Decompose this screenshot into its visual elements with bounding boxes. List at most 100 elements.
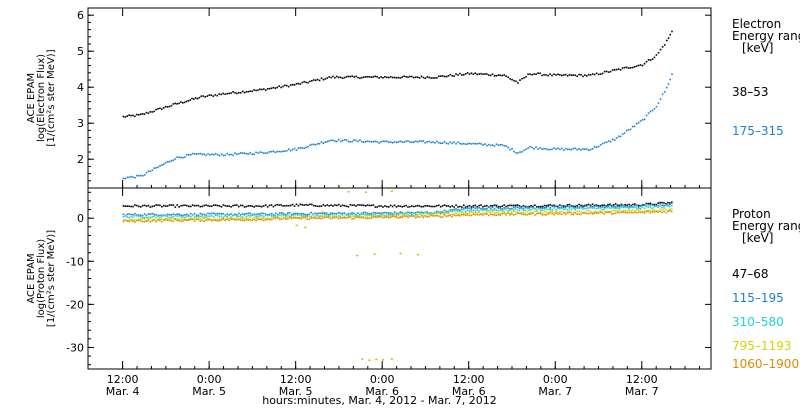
data-point <box>151 220 154 222</box>
data-point <box>287 148 290 151</box>
data-point <box>553 205 555 208</box>
data-point <box>263 217 265 220</box>
data-point <box>591 207 594 209</box>
data-point <box>669 205 671 208</box>
data-point <box>347 214 349 217</box>
data-point <box>285 213 287 216</box>
data-point <box>176 103 178 105</box>
data-point <box>639 205 642 207</box>
data-point <box>614 207 617 209</box>
data-point <box>186 153 188 156</box>
data-point <box>263 219 265 222</box>
data-point <box>603 204 605 206</box>
data-point <box>257 213 259 215</box>
data-point <box>176 218 179 220</box>
data-point <box>412 76 415 79</box>
data-point <box>403 141 405 144</box>
data-point <box>489 208 492 211</box>
data-point <box>526 207 529 210</box>
y-tick-label: 2 <box>77 153 84 166</box>
data-point <box>516 209 519 211</box>
data-point <box>184 156 186 158</box>
data-point <box>174 102 177 105</box>
data-point <box>224 219 227 222</box>
data-point <box>141 216 144 219</box>
data-point <box>541 212 544 214</box>
data-point <box>637 209 640 211</box>
data-point <box>505 145 507 147</box>
data-point <box>582 206 584 209</box>
data-point <box>353 139 355 141</box>
data-point <box>432 213 434 215</box>
data-point <box>314 205 317 207</box>
data-point <box>172 204 175 206</box>
data-point <box>451 205 454 207</box>
data-point <box>657 210 659 212</box>
data-point <box>153 213 155 216</box>
data-point <box>495 143 498 146</box>
data-point <box>269 218 271 221</box>
data-point <box>143 113 146 115</box>
data-point <box>559 206 561 209</box>
data-point <box>382 212 384 214</box>
data-point <box>331 213 334 216</box>
data-point <box>384 214 386 217</box>
data-point <box>128 216 130 219</box>
data-point <box>220 153 223 156</box>
data-point <box>559 148 561 151</box>
data-point <box>262 88 265 90</box>
data-point <box>236 218 238 221</box>
data-point <box>145 216 148 219</box>
data-point <box>168 160 171 163</box>
data-point <box>451 75 454 77</box>
data-point <box>184 204 186 207</box>
data-point <box>607 71 610 73</box>
data-point <box>264 152 267 154</box>
legend-entry: 310–580 <box>732 315 784 329</box>
data-point <box>214 218 217 221</box>
data-point <box>266 152 269 154</box>
data-point <box>159 218 161 220</box>
data-point <box>503 74 505 76</box>
x-tick-label: 12:00 <box>107 373 139 386</box>
data-point <box>220 215 223 217</box>
data-point <box>547 205 550 208</box>
data-point <box>132 114 134 117</box>
data-point <box>141 174 144 177</box>
data-point <box>247 153 250 155</box>
data-point <box>339 212 342 215</box>
data-point <box>526 206 529 208</box>
data-point <box>561 74 563 77</box>
data-point <box>518 212 521 215</box>
data-point <box>376 216 379 218</box>
data-point <box>523 77 525 79</box>
data-point <box>268 151 271 153</box>
data-point <box>405 213 407 216</box>
data-point <box>557 73 559 76</box>
data-point <box>637 206 640 208</box>
data-point <box>357 204 359 206</box>
data-point <box>124 219 127 221</box>
data-point <box>318 142 321 145</box>
data-point <box>428 205 430 207</box>
data-point <box>439 216 442 218</box>
data-point <box>599 211 602 214</box>
data-point <box>362 213 365 216</box>
data-point <box>318 79 321 82</box>
data-point <box>308 215 311 217</box>
data-point <box>132 216 134 219</box>
data-point <box>534 210 536 213</box>
data-point <box>595 207 598 210</box>
data-point <box>384 140 386 143</box>
data-point <box>441 211 444 214</box>
data-point <box>269 217 271 220</box>
data-point <box>234 214 236 216</box>
data-point <box>478 206 480 209</box>
data-point <box>253 153 255 156</box>
data-point <box>615 68 618 71</box>
data-point <box>386 214 388 217</box>
data-point <box>597 207 600 210</box>
data-point <box>512 206 515 209</box>
data-point <box>559 211 561 213</box>
data-point <box>661 46 664 48</box>
